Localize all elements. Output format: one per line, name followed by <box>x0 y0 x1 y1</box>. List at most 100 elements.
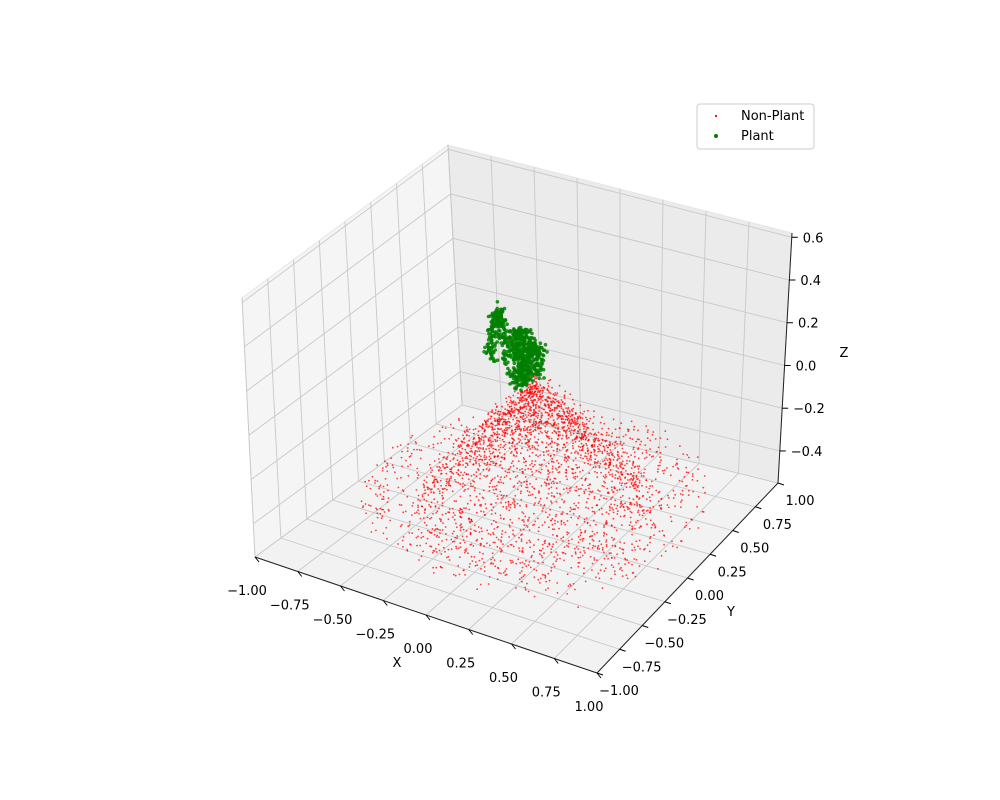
non-plant-point <box>443 437 446 440</box>
non-plant-point <box>566 418 569 421</box>
non-plant-point <box>556 392 559 394</box>
non-plant-point <box>524 588 527 591</box>
non-plant-point <box>592 439 595 441</box>
non-plant-point <box>529 464 531 466</box>
non-plant-point <box>635 496 638 498</box>
x-tick-label: 0.50 <box>489 671 518 686</box>
non-plant-point <box>452 446 455 449</box>
non-plant-point <box>566 512 568 515</box>
non-plant-point <box>444 550 446 553</box>
non-plant-point <box>459 524 462 527</box>
non-plant-point <box>568 456 570 459</box>
non-plant-point <box>505 401 508 403</box>
non-plant-point <box>648 550 651 553</box>
non-plant-point <box>631 464 634 467</box>
non-plant-point <box>482 447 485 449</box>
non-plant-point <box>688 456 690 459</box>
non-plant-point <box>635 501 638 504</box>
plant-point <box>489 320 494 324</box>
non-plant-point <box>483 545 485 548</box>
non-plant-point <box>599 450 601 452</box>
non-plant-point <box>633 428 635 431</box>
non-plant-point <box>368 504 370 507</box>
plant-point <box>513 342 517 347</box>
non-plant-point <box>582 423 584 426</box>
non-plant-point <box>556 469 558 471</box>
non-plant-point <box>516 474 519 477</box>
non-plant-point <box>489 436 491 439</box>
non-plant-point <box>374 479 377 482</box>
non-plant-point <box>465 548 468 550</box>
non-plant-point <box>491 435 494 438</box>
non-plant-point <box>617 451 619 454</box>
non-plant-point <box>664 446 667 448</box>
non-plant-point <box>533 387 536 390</box>
non-plant-point <box>576 451 579 454</box>
non-plant-point <box>536 416 539 419</box>
non-plant-point <box>565 450 568 453</box>
non-plant-point <box>659 456 661 458</box>
non-plant-point <box>470 518 473 521</box>
non-plant-point <box>676 546 678 549</box>
non-plant-point <box>553 477 556 480</box>
plant-point <box>496 318 500 322</box>
non-plant-point <box>425 481 428 484</box>
non-plant-point <box>493 477 496 479</box>
non-plant-point <box>576 416 579 418</box>
non-plant-point <box>527 564 530 566</box>
non-plant-point <box>566 424 569 427</box>
non-plant-point <box>408 456 411 458</box>
non-plant-point <box>371 475 374 478</box>
non-plant-point <box>543 459 546 461</box>
y-tick-mark <box>777 482 785 486</box>
non-plant-point <box>557 430 560 433</box>
non-plant-point <box>617 455 620 458</box>
non-plant-point <box>589 432 591 434</box>
non-plant-point <box>558 449 561 451</box>
non-plant-point <box>585 506 587 509</box>
non-plant-point <box>649 448 651 451</box>
non-plant-point <box>605 539 608 541</box>
non-plant-point <box>636 519 639 522</box>
non-plant-point <box>555 560 557 563</box>
non-plant-point <box>451 532 454 535</box>
non-plant-point <box>418 512 420 515</box>
non-plant-point <box>503 418 505 421</box>
non-plant-point <box>496 545 499 548</box>
non-plant-point <box>608 457 611 460</box>
non-plant-point <box>518 547 520 549</box>
non-plant-point <box>474 428 477 430</box>
non-plant-point <box>572 508 575 511</box>
x-tick-label: 1.00 <box>575 700 604 715</box>
non-plant-point <box>477 499 480 502</box>
plant-point <box>505 329 510 333</box>
y-tick-mark <box>732 530 739 533</box>
non-plant-point <box>611 480 613 483</box>
non-plant-point <box>620 524 623 526</box>
plant-point <box>509 355 514 360</box>
non-plant-point <box>440 469 443 472</box>
non-plant-point <box>538 500 541 503</box>
non-plant-point <box>432 566 434 569</box>
non-plant-point <box>563 453 566 456</box>
non-plant-point <box>645 479 648 482</box>
non-plant-point <box>515 540 518 543</box>
plant-point <box>545 350 549 354</box>
z-tick-label: 0.6 <box>803 231 824 246</box>
non-plant-point <box>458 419 461 422</box>
non-plant-point <box>611 536 613 539</box>
non-plant-point <box>612 517 615 520</box>
non-plant-point <box>565 544 568 547</box>
non-plant-point <box>501 434 504 437</box>
non-plant-point <box>508 467 511 470</box>
non-plant-point <box>524 476 527 478</box>
non-plant-point <box>483 451 486 453</box>
non-plant-point <box>444 487 446 490</box>
non-plant-point <box>598 577 601 580</box>
non-plant-point <box>513 500 516 503</box>
plant-point <box>521 350 525 354</box>
non-plant-point <box>531 385 534 388</box>
non-plant-point <box>613 486 616 488</box>
non-plant-point <box>511 560 513 562</box>
plant-point <box>524 367 529 372</box>
